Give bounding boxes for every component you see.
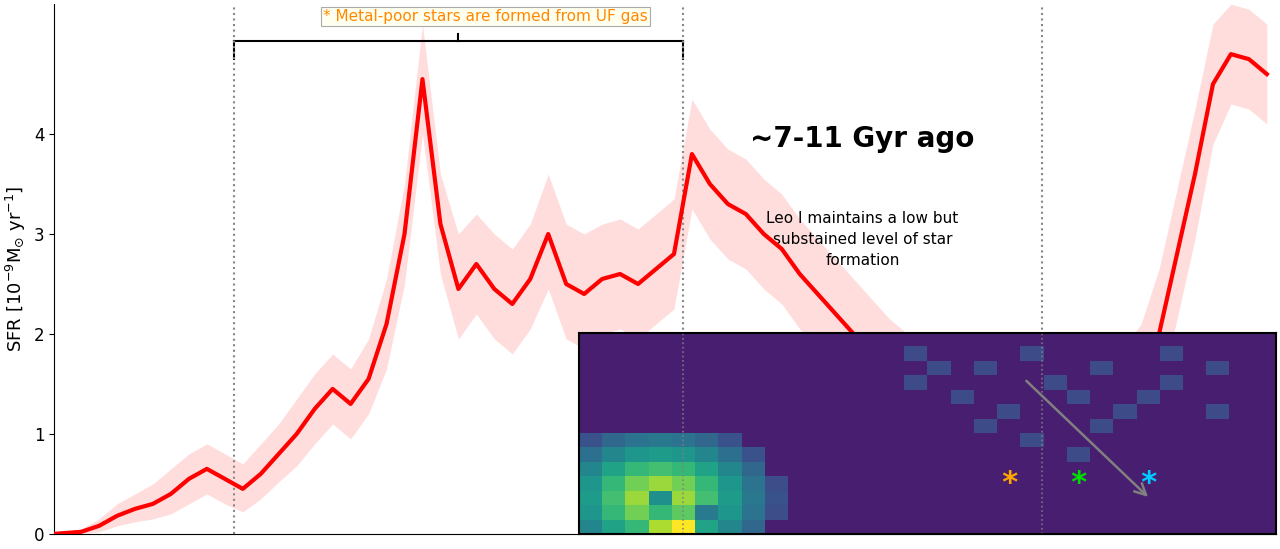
- Text: ~7-11 Gyr ago: ~7-11 Gyr ago: [750, 125, 975, 153]
- Y-axis label: SFR [10$^{-9}$M$_{\odot}$ yr$^{-1}$]: SFR [10$^{-9}$M$_{\odot}$ yr$^{-1}$]: [4, 186, 28, 352]
- Text: * Metal-poor stars are formed from UF gas: * Metal-poor stars are formed from UF ga…: [323, 9, 648, 24]
- Text: Leo I maintains a low but
substained level of star
formation: Leo I maintains a low but substained lev…: [767, 210, 959, 267]
